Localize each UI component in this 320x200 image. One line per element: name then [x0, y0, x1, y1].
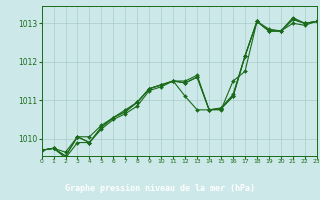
Text: Graphe pression niveau de la mer (hPa): Graphe pression niveau de la mer (hPa)	[65, 184, 255, 193]
